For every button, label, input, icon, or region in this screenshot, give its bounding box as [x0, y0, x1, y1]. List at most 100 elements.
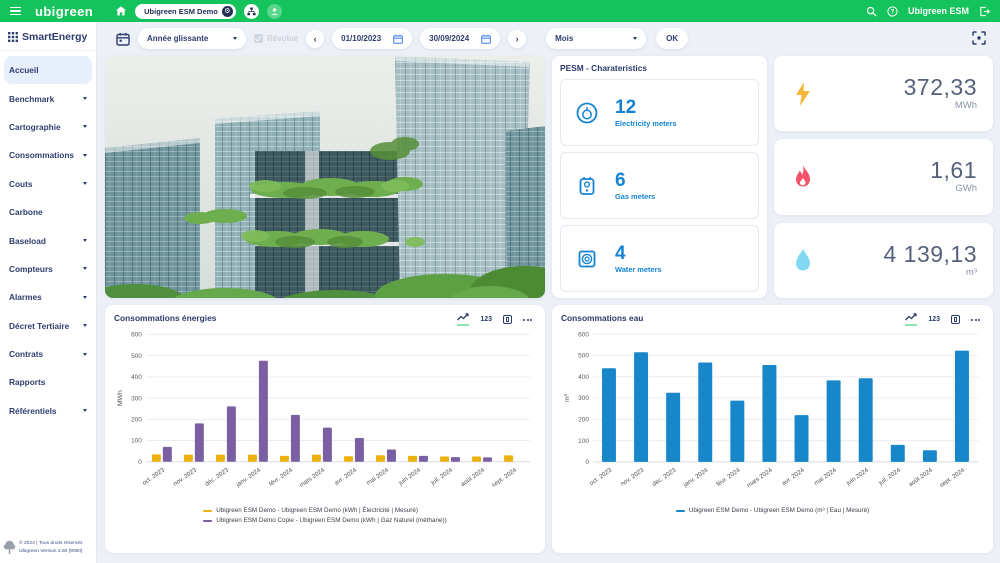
- sidebar-item-referentiels[interactable]: Référentiels: [4, 397, 92, 425]
- hamburger-menu-icon[interactable]: [10, 6, 21, 16]
- chevron-down-icon: [83, 97, 87, 101]
- bar[interactable]: [472, 456, 482, 462]
- bar[interactable]: [290, 414, 300, 462]
- next-period-button[interactable]: ›: [508, 29, 527, 48]
- electric-meter-icon: [576, 102, 598, 123]
- bar[interactable]: [183, 454, 193, 462]
- table-toggle[interactable]: [951, 315, 960, 324]
- meter-card-gas-meters[interactable]: 6 Gas meters: [560, 152, 759, 219]
- legend-entry[interactable]: Ubigreen ESM Demo - Ubigreen ESM Demo (k…: [203, 506, 447, 516]
- bar[interactable]: [450, 457, 460, 462]
- chevron-down-icon: [83, 352, 87, 356]
- bar[interactable]: [151, 454, 161, 462]
- calendar-icon[interactable]: [116, 32, 130, 46]
- sidebar-item-consommations[interactable]: Consommations: [4, 141, 92, 169]
- bar[interactable]: [354, 438, 364, 462]
- bar[interactable]: [226, 406, 236, 462]
- line-chart-toggle[interactable]: [905, 313, 918, 326]
- bar[interactable]: [279, 455, 289, 462]
- bar[interactable]: [343, 456, 353, 462]
- tree-icon: [3, 540, 16, 554]
- sidebar-item-carbone[interactable]: Carbone: [4, 198, 92, 226]
- sidebar-item-contrats[interactable]: Contrats: [4, 340, 92, 368]
- sidebar-item-cartographie[interactable]: Cartographie: [4, 113, 92, 141]
- sidebar-item-decret-tertiaire[interactable]: Décret Tertiaire: [4, 312, 92, 340]
- sidebar-item-rapports[interactable]: Rapports: [4, 368, 92, 396]
- bar[interactable]: [954, 350, 969, 462]
- date-to-input[interactable]: 30/09/2024: [420, 28, 501, 49]
- bar[interactable]: [826, 380, 841, 462]
- period-select[interactable]: Année glissante: [138, 28, 246, 49]
- sidebar-item-compteurs[interactable]: Compteurs: [4, 255, 92, 283]
- search-icon[interactable]: [866, 6, 877, 17]
- bar[interactable]: [440, 456, 449, 462]
- building-photo: [105, 56, 545, 298]
- bar[interactable]: [311, 454, 321, 462]
- more-options-icon[interactable]: [971, 318, 980, 321]
- bar[interactable]: [762, 365, 777, 462]
- sidebar-item-baseload[interactable]: Baseload: [4, 226, 92, 254]
- bar[interactable]: [698, 362, 713, 462]
- bar[interactable]: [634, 352, 649, 462]
- bar[interactable]: [858, 378, 873, 462]
- sidebar-item-label: Benchmark: [9, 93, 55, 104]
- top-navbar: ubigreen Ubigreen ESM Demo ⚙ ? Ubigreen …: [0, 0, 1000, 22]
- kpi-card-m-: 4 139,13 m³: [774, 222, 993, 298]
- sidebar-item-benchmark[interactable]: Benchmark: [4, 84, 92, 112]
- y-tick-label: 600: [578, 331, 589, 338]
- home-icon[interactable]: [115, 5, 127, 17]
- chevron-down-icon: [83, 267, 87, 271]
- more-options-icon[interactable]: [523, 318, 532, 321]
- table-toggle[interactable]: [503, 315, 512, 324]
- bar[interactable]: [504, 455, 514, 462]
- bar[interactable]: [483, 457, 492, 462]
- bar[interactable]: [418, 455, 428, 462]
- line-chart-toggle[interactable]: [457, 313, 470, 326]
- bar[interactable]: [601, 368, 616, 462]
- bar[interactable]: [890, 444, 905, 462]
- bar[interactable]: [794, 415, 809, 462]
- granularity-select[interactable]: Mois: [546, 28, 647, 49]
- bar[interactable]: [408, 455, 417, 462]
- legend-label: Ubigreen ESM Demo Copie - Ubigreen ESM D…: [216, 517, 447, 525]
- values-toggle[interactable]: 123: [480, 316, 492, 323]
- x-tick-label: oct. 2023: [141, 466, 166, 487]
- fullscreen-icon[interactable]: [972, 31, 986, 45]
- x-tick-label: mai 2024: [813, 466, 838, 487]
- x-tick-label: avr. 2024: [781, 466, 806, 487]
- y-tick-label: 200: [131, 417, 142, 424]
- bar[interactable]: [730, 400, 745, 462]
- meter-card-water-meters[interactable]: 4 Water meters: [560, 225, 759, 292]
- sidebar-item-accueil[interactable]: Accueil: [4, 56, 92, 85]
- meter-label: Water meters: [615, 264, 662, 274]
- user-account-label[interactable]: Ubigreen ESM: [907, 6, 969, 16]
- hierarchy-button[interactable]: [243, 3, 259, 19]
- legend-entry[interactable]: Ubigreen ESM Demo - Ubigreen ESM Demo (m…: [675, 506, 869, 516]
- settings-badge-icon[interactable]: ⚙: [221, 5, 233, 17]
- bar[interactable]: [386, 449, 396, 462]
- bar[interactable]: [376, 455, 385, 462]
- sidebar-item-couts[interactable]: Couts: [4, 170, 92, 198]
- bar[interactable]: [247, 454, 257, 462]
- chevron-down-icon: [83, 324, 87, 328]
- values-toggle[interactable]: 123: [928, 316, 940, 323]
- bar[interactable]: [666, 392, 681, 462]
- bar[interactable]: [215, 454, 225, 462]
- date-from-value: 01/10/2023: [341, 34, 382, 43]
- date-from-input[interactable]: 01/10/2023: [332, 28, 413, 49]
- chevron-down-icon: [83, 239, 87, 243]
- bar[interactable]: [322, 427, 332, 462]
- context-selector[interactable]: Ubigreen ESM Demo ⚙: [135, 3, 236, 19]
- previous-period-button[interactable]: ‹: [306, 29, 325, 48]
- help-icon[interactable]: ?: [887, 5, 898, 17]
- bar[interactable]: [922, 450, 937, 462]
- bar[interactable]: [162, 446, 172, 462]
- bar[interactable]: [258, 360, 268, 462]
- sidebar-item-alarmes[interactable]: Alarmes: [4, 283, 92, 311]
- bar[interactable]: [194, 423, 204, 462]
- legend-entry[interactable]: Ubigreen ESM Demo Copie - Ubigreen ESM D…: [203, 516, 447, 526]
- logout-icon[interactable]: [979, 6, 990, 17]
- chart-toolbar: 123: [457, 313, 536, 326]
- ok-button[interactable]: OK: [656, 28, 689, 49]
- meter-card-electricity-meters[interactable]: 12 Electricity meters: [560, 79, 759, 146]
